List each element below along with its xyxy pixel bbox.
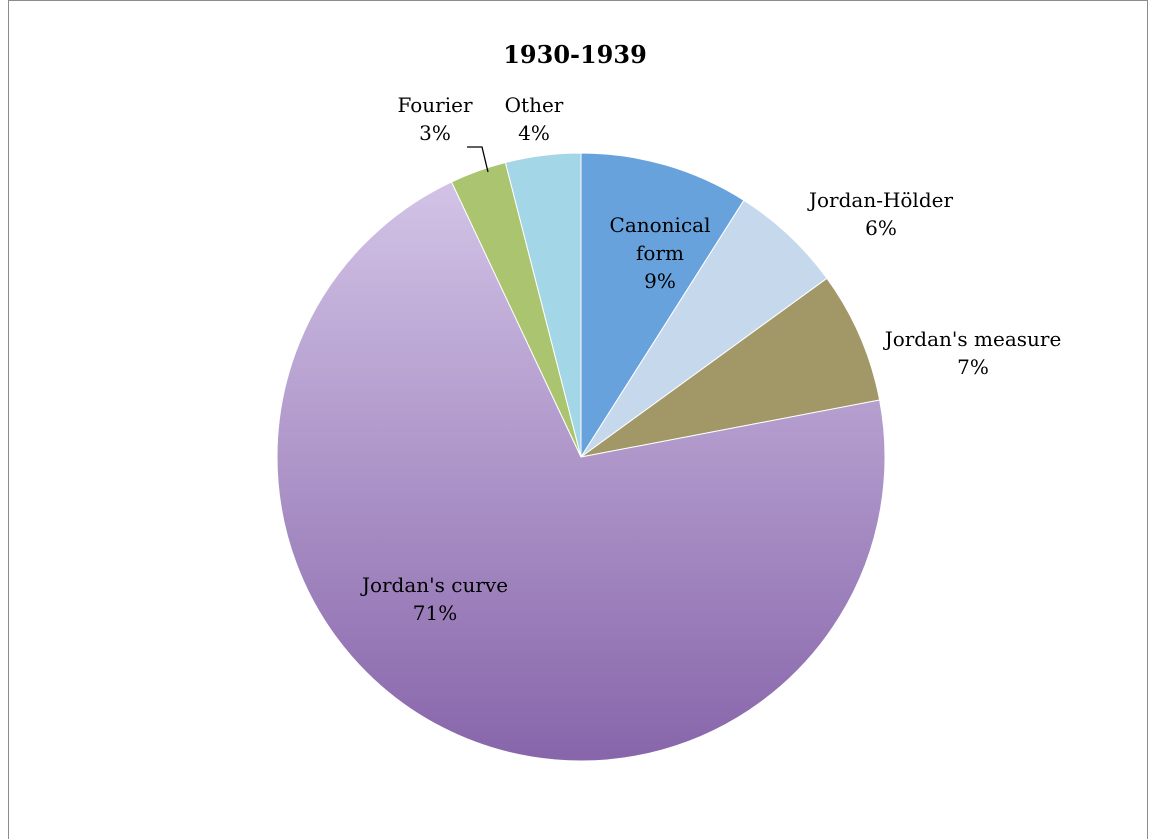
name-label-jordan-s-measure: Jordan's measure — [883, 327, 1062, 351]
leader-line-fourier — [467, 146, 489, 173]
data-label-jordan-s-curve: Jordan's curve 71% — [360, 573, 508, 625]
slice-labels: Canonical form 9% Jordan-Hölder 6% Jordan's m… — [360, 93, 1061, 625]
value-label-jordan-s-measure: 7% — [957, 355, 989, 379]
pie-chart: 1930-1939 Canonical form 9% Jordan-Hölder 6%… — [276, 40, 1061, 762]
name-label-other: Other — [505, 93, 564, 117]
value-label-jordan-s-curve: 71% — [413, 601, 457, 625]
data-label-canonical-form: Canonical form 9% — [610, 213, 711, 293]
value-label-canonical-form: 9% — [644, 269, 676, 293]
data-label-jordan-h-lder: Jordan-Hölder 6% — [807, 188, 954, 240]
name-label-jordan-h-lder: Jordan-Hölder — [807, 188, 954, 212]
name-label-canonical-form: form — [636, 241, 684, 265]
value-label-jordan-h-lder: 6% — [865, 216, 897, 240]
leader-lines — [467, 146, 489, 173]
pie-slice-jordan-s-curve — [276, 181, 886, 762]
name-label-fourier: Fourier — [397, 93, 472, 117]
data-label-fourier: Fourier 3% — [397, 93, 472, 145]
data-label-other: Other 4% — [505, 93, 564, 145]
name-label-canonical-form: Canonical — [610, 213, 711, 237]
pie-slice-other — [504, 152, 582, 458]
value-label-other: 4% — [518, 121, 550, 145]
data-label-jordan-s-measure: Jordan's measure 7% — [883, 327, 1062, 379]
pie-slices — [276, 152, 886, 762]
pie-slice-jordan-s-measure — [580, 277, 881, 458]
chart-title: 1930-1939 — [503, 40, 647, 69]
chart-area: 1930-1939 Canonical form 9% Jordan-Hölder 6%… — [8, 0, 1148, 839]
name-label-jordan-s-curve: Jordan's curve — [360, 573, 508, 597]
value-label-fourier: 3% — [419, 121, 451, 145]
pie-slice-canonical-form — [580, 152, 745, 459]
